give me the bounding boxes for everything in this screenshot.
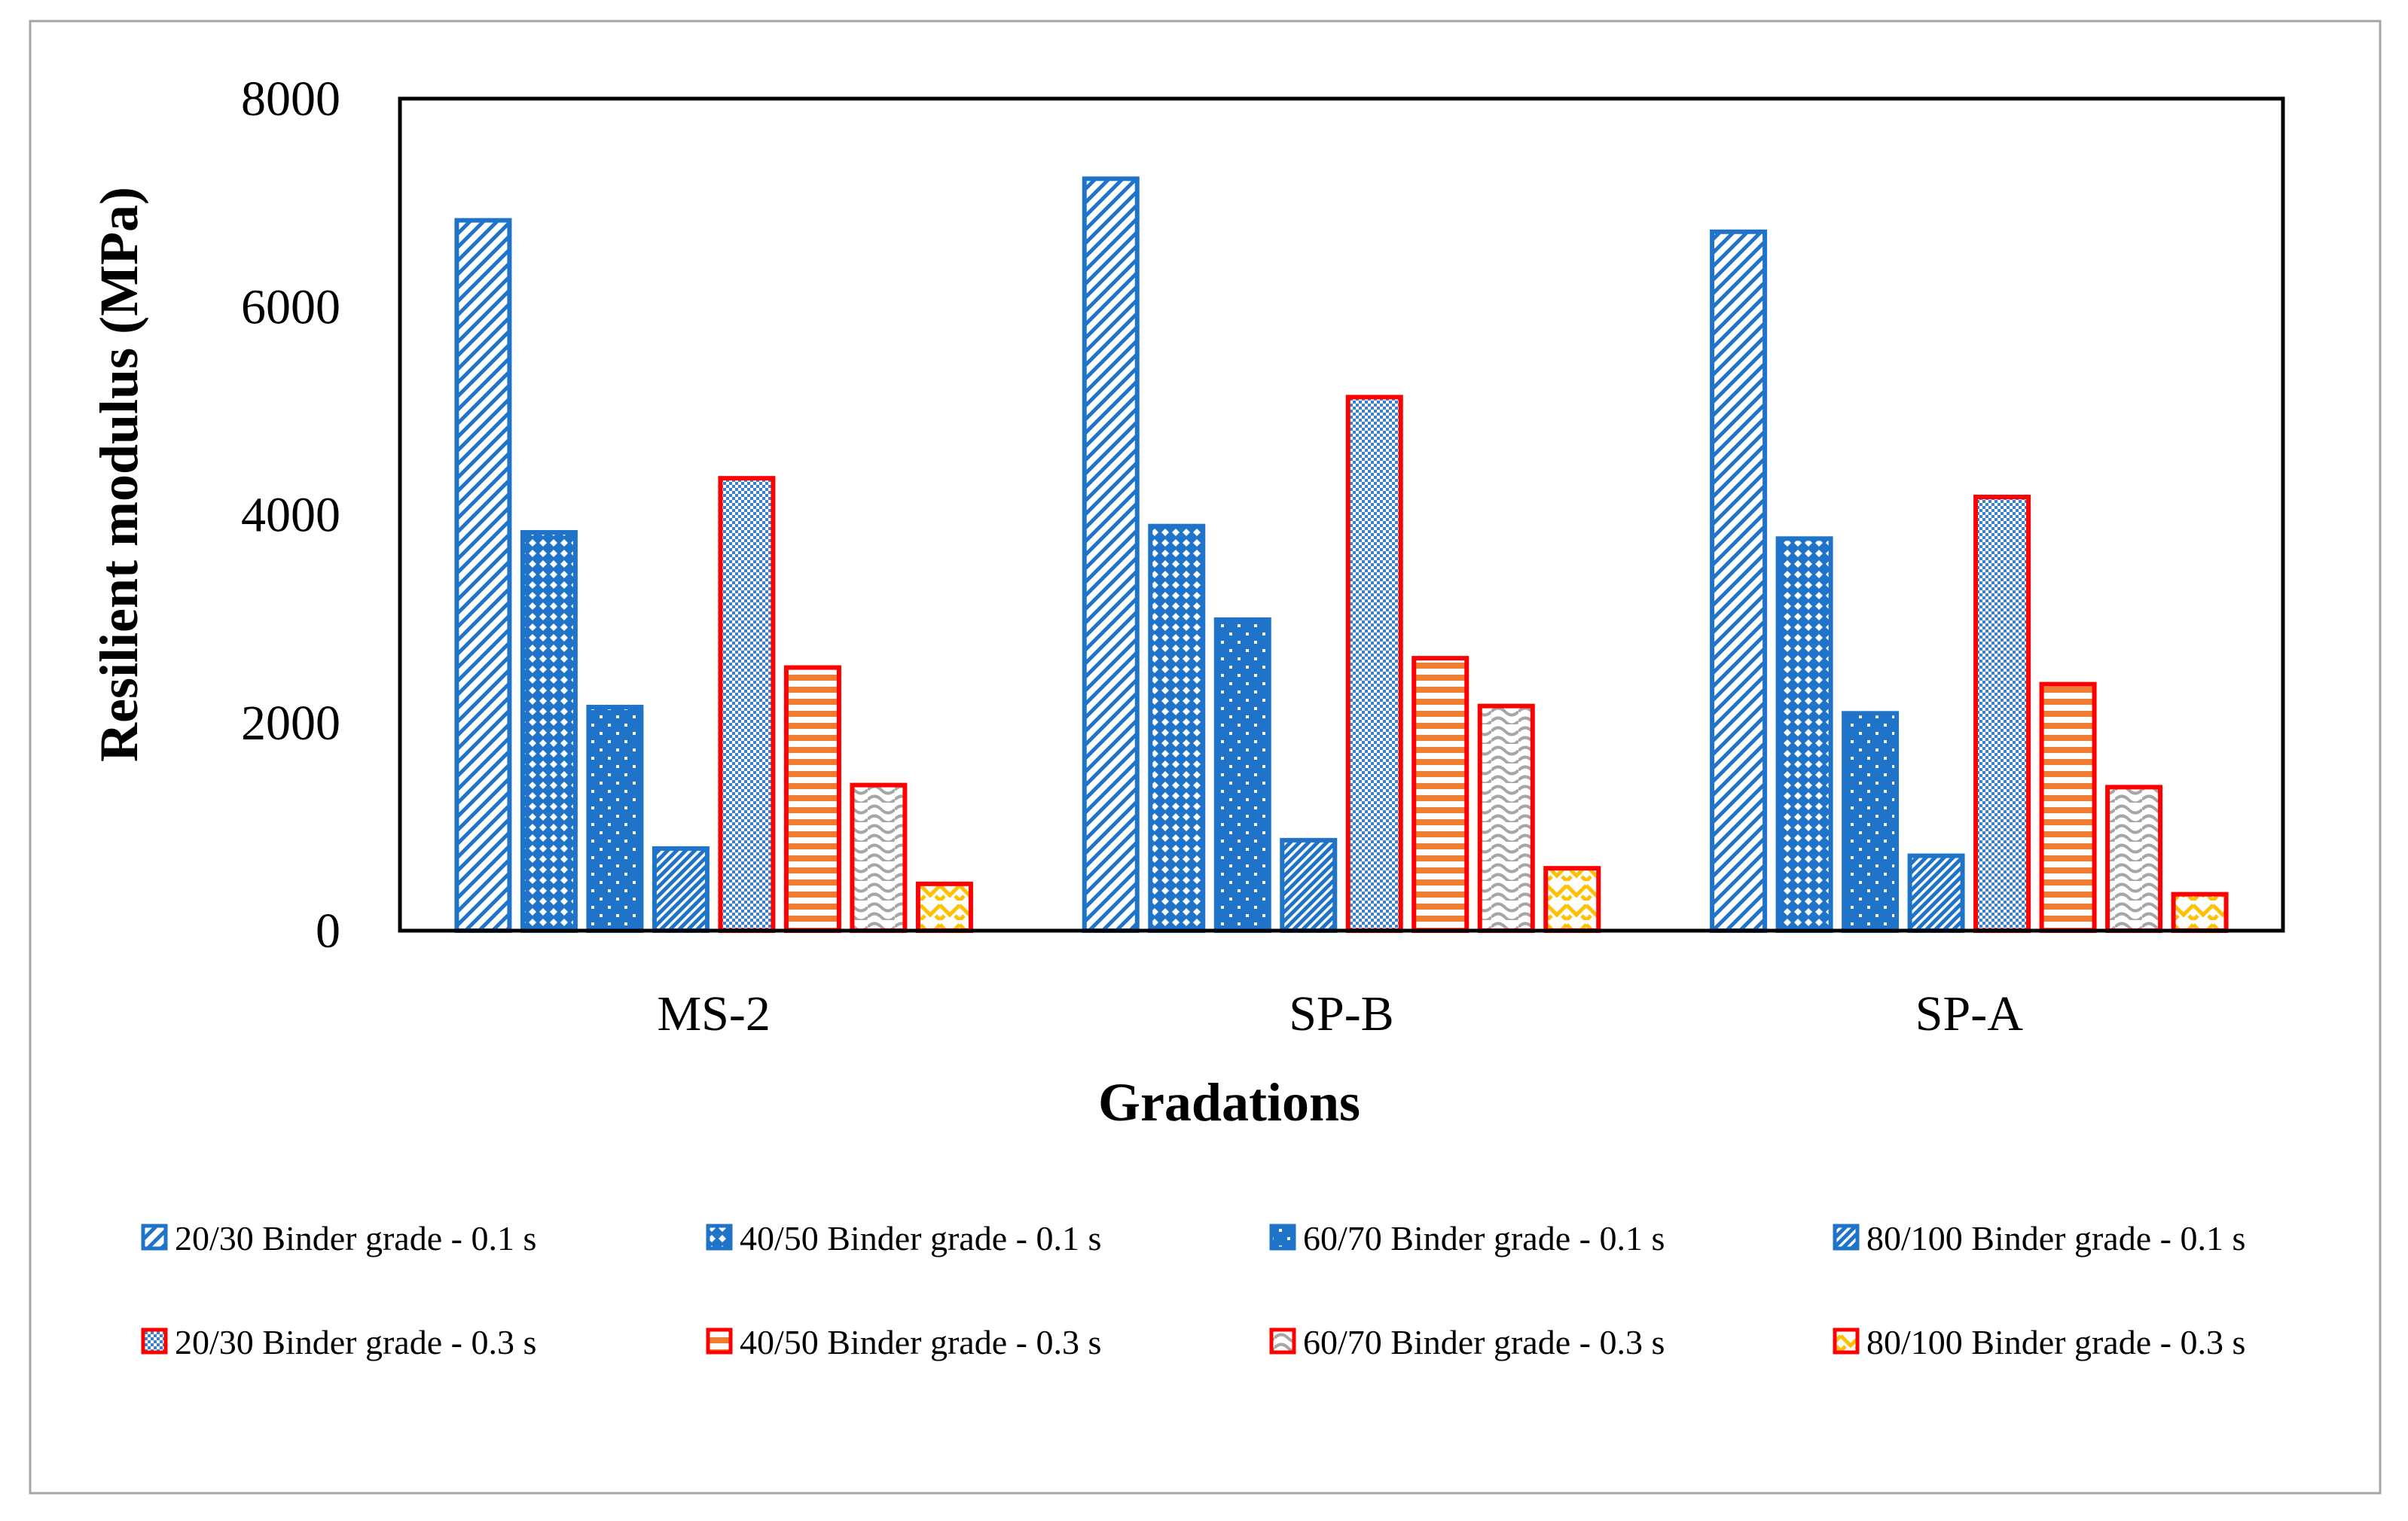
- bar-sp-a-60-70-binder-grade-0-3-s: [2105, 785, 2163, 933]
- legend-swatch: [1269, 1224, 1296, 1251]
- x-category-label-sp-a: SP-A: [1915, 986, 2023, 1041]
- legend-label: 20/30 Binder grade - 0.1 s: [175, 1219, 536, 1257]
- bar-ms-2-60-70-binder-grade-0-1-s: [586, 705, 644, 933]
- x-axis-category-labels: MS-2 SP-B SP-A: [657, 986, 2023, 1041]
- bar-ms-2-80-100-binder-grade-0-3-s: [915, 881, 973, 933]
- legend-label: 80/100 Binder grade - 0.1 s: [1866, 1219, 2245, 1257]
- legend-item-40-50-binder-grade-0-1-s: 40/50 Binder grade - 0.1 s: [706, 1219, 1101, 1257]
- bar-sp-a-60-70-binder-grade-0-1-s: [1842, 711, 1900, 933]
- legend-swatch: [706, 1327, 733, 1355]
- bar-ms-2-40-50-binder-grade-0-3-s: [783, 665, 841, 933]
- bars-layer: [454, 176, 2229, 934]
- legend-label: 80/100 Binder grade - 0.3 s: [1866, 1323, 2245, 1361]
- legend-item-20-30-binder-grade-0-3-s: 20/30 Binder grade - 0.3 s: [141, 1323, 536, 1361]
- y-tick-label-6000: 6000: [241, 279, 340, 334]
- bar-ms-2-80-100-binder-grade-0-1-s: [652, 846, 710, 933]
- legend-label: 20/30 Binder grade - 0.3 s: [175, 1323, 536, 1361]
- legend-item-20-30-binder-grade-0-1-s: 20/30 Binder grade - 0.1 s: [141, 1219, 536, 1257]
- legend-item-80-100-binder-grade-0-1-s: 80/100 Binder grade - 0.1 s: [1833, 1219, 2245, 1257]
- legend-swatch: [141, 1327, 168, 1355]
- legend-swatch: [706, 1224, 733, 1251]
- legend-item-60-70-binder-grade-0-3-s: 60/70 Binder grade - 0.3 s: [1269, 1323, 1665, 1361]
- bar-sp-a-20-30-binder-grade-0-3-s: [1973, 495, 2031, 933]
- y-axis-tick-labels: 0 2000 4000 6000 8000: [241, 72, 340, 959]
- legend-label: 40/50 Binder grade - 0.1 s: [740, 1219, 1101, 1257]
- bar-sp-a-80-100-binder-grade-0-3-s: [2171, 892, 2229, 933]
- legend-label: 60/70 Binder grade - 0.1 s: [1303, 1219, 1665, 1257]
- legend-swatch: [1833, 1327, 1860, 1355]
- bar-sp-b-80-100-binder-grade-0-1-s: [1280, 837, 1338, 934]
- y-tick-label-4000: 4000: [241, 488, 340, 543]
- legend-swatch: [1269, 1327, 1296, 1355]
- legend-swatch: [141, 1224, 168, 1251]
- legend-item-40-50-binder-grade-0-3-s: 40/50 Binder grade - 0.3 s: [706, 1323, 1101, 1361]
- x-category-label-sp-b: SP-B: [1289, 986, 1393, 1041]
- y-tick-label-8000: 8000: [241, 72, 340, 126]
- bar-sp-b-60-70-binder-grade-0-3-s: [1477, 703, 1535, 934]
- bar-ms-2-20-30-binder-grade-0-1-s: [454, 218, 512, 933]
- y-tick-label-2000: 2000: [241, 696, 340, 751]
- bar-ms-2-20-30-binder-grade-0-3-s: [718, 476, 776, 933]
- legend-item-80-100-binder-grade-0-3-s: 80/100 Binder grade - 0.3 s: [1833, 1323, 2245, 1361]
- plot-area-frame: [398, 96, 2285, 933]
- x-axis-title: Gradations: [1098, 1072, 1360, 1132]
- x-category-label-ms-2: MS-2: [657, 986, 770, 1041]
- bar-sp-a-40-50-binder-grade-0-3-s: [2039, 681, 2097, 933]
- legend: 20/30 Binder grade - 0.1 s 40/50 Binder g…: [141, 1219, 2245, 1361]
- bar-sp-b-20-30-binder-grade-0-3-s: [1345, 395, 1403, 933]
- bar-sp-a-80-100-binder-grade-0-1-s: [1907, 853, 1965, 934]
- legend-label: 40/50 Binder grade - 0.3 s: [740, 1323, 1101, 1361]
- legend-swatch: [1833, 1224, 1860, 1251]
- y-axis-title: Resilient modulus (MPa): [89, 187, 149, 762]
- bar-ms-2-40-50-binder-grade-0-1-s: [520, 529, 578, 933]
- bar-sp-b-20-30-binder-grade-0-1-s: [1082, 176, 1140, 933]
- bar-ms-2-60-70-binder-grade-0-3-s: [850, 782, 908, 933]
- bar-sp-b-60-70-binder-grade-0-1-s: [1213, 617, 1271, 933]
- legend-item-60-70-binder-grade-0-1-s: 60/70 Binder grade - 0.1 s: [1269, 1219, 1665, 1257]
- y-tick-label-0: 0: [316, 904, 340, 959]
- bar-sp-b-40-50-binder-grade-0-1-s: [1148, 523, 1206, 933]
- bar-sp-b-80-100-binder-grade-0-3-s: [1543, 866, 1601, 933]
- bar-sp-b-40-50-binder-grade-0-3-s: [1412, 656, 1470, 933]
- legend-label: 60/70 Binder grade - 0.3 s: [1303, 1323, 1665, 1361]
- bar-sp-a-20-30-binder-grade-0-1-s: [1710, 229, 1768, 933]
- bar-sp-a-40-50-binder-grade-0-1-s: [1775, 536, 1833, 933]
